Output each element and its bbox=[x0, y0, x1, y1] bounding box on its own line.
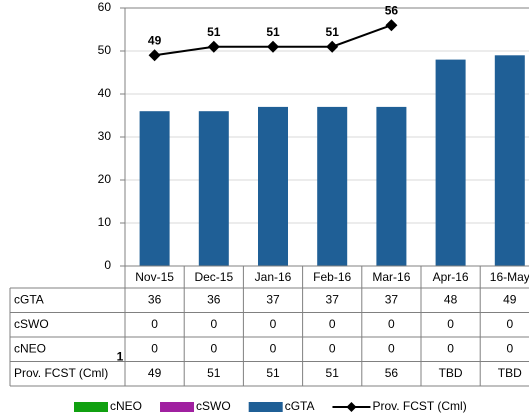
y-tick-label: 10 bbox=[98, 215, 112, 229]
table-cell: 0 bbox=[506, 341, 513, 355]
y-tick-label: 0 bbox=[104, 258, 111, 272]
data-label: 56 bbox=[385, 3, 399, 17]
legend-swatch bbox=[248, 402, 283, 412]
table-cell: 37 bbox=[266, 292, 280, 306]
x-tick-label: Jan-16 bbox=[255, 270, 292, 284]
table-cell: TBD bbox=[498, 366, 522, 380]
marker bbox=[148, 49, 161, 62]
legend-swatch bbox=[160, 402, 195, 412]
x-tick-label: Mar-16 bbox=[372, 270, 410, 284]
x-tick-label: Feb-16 bbox=[313, 270, 351, 284]
table-cell: 36 bbox=[148, 292, 162, 306]
table-cell: 0 bbox=[270, 341, 277, 355]
marker bbox=[207, 40, 220, 53]
table-cell: TBD bbox=[439, 366, 463, 380]
legend-label: cGTA bbox=[285, 399, 315, 413]
annotation: 1 bbox=[117, 350, 124, 364]
y-tick-label: 60 bbox=[98, 0, 112, 14]
marker bbox=[267, 40, 279, 53]
marker bbox=[326, 40, 339, 53]
legend-swatch bbox=[346, 402, 357, 412]
table-cell: 37 bbox=[326, 292, 340, 306]
bar bbox=[198, 111, 229, 266]
y-tick-label: 40 bbox=[98, 86, 112, 100]
data-label: 51 bbox=[266, 25, 280, 39]
table-cell: 51 bbox=[326, 366, 340, 380]
table-cell: 49 bbox=[148, 366, 162, 380]
bar bbox=[317, 106, 348, 267]
x-tick-label: 16-May bbox=[490, 270, 529, 284]
table-cell: 0 bbox=[506, 317, 513, 331]
table-cell: 48 bbox=[444, 292, 458, 306]
data-label: 51 bbox=[207, 25, 221, 39]
table-cell: 0 bbox=[151, 341, 158, 355]
table-cell: 0 bbox=[210, 341, 217, 355]
table-cell: 56 bbox=[385, 366, 399, 380]
legend-swatch bbox=[74, 402, 108, 412]
marker bbox=[385, 19, 398, 32]
table-cell: 0 bbox=[151, 317, 158, 331]
legend-label: Prov. FCST (Cml) bbox=[372, 399, 466, 413]
table-row-label: Prov. FCST (Cml) bbox=[14, 366, 108, 380]
table-cell: 0 bbox=[447, 341, 454, 355]
table-row-label: cSWO bbox=[14, 317, 49, 331]
x-tick-label: Nov-15 bbox=[135, 270, 174, 284]
y-tick-label: 30 bbox=[98, 129, 112, 143]
x-tick-label: Dec-15 bbox=[194, 270, 233, 284]
y-tick-label: 20 bbox=[98, 172, 112, 186]
legend-label: cSWO bbox=[196, 399, 231, 413]
x-tick-label: Apr-16 bbox=[433, 270, 469, 284]
data-label: 49 bbox=[148, 33, 162, 47]
table-row-label: cNEO bbox=[14, 341, 46, 355]
table-cell: 0 bbox=[447, 317, 454, 331]
legend-label: cNEO bbox=[110, 399, 142, 413]
bar bbox=[435, 59, 466, 266]
data-label: 51 bbox=[326, 25, 340, 39]
table-cell: 51 bbox=[266, 366, 280, 380]
table-cell: 0 bbox=[270, 317, 277, 331]
table-cell: 0 bbox=[388, 317, 395, 331]
bar bbox=[258, 106, 288, 267]
table-cell: 51 bbox=[207, 366, 221, 380]
bar bbox=[494, 55, 525, 266]
bar bbox=[139, 111, 170, 266]
bar bbox=[376, 106, 407, 267]
table-cell: 37 bbox=[385, 292, 399, 306]
y-tick-label: 50 bbox=[98, 43, 112, 57]
table-cell: 0 bbox=[329, 341, 336, 355]
table-cell: 0 bbox=[210, 317, 217, 331]
table-cell: 49 bbox=[503, 292, 517, 306]
table-cell: 0 bbox=[329, 317, 336, 331]
table-row-label: cGTA bbox=[14, 292, 44, 306]
table-cell: 0 bbox=[388, 341, 395, 355]
table-cell: 36 bbox=[207, 292, 221, 306]
